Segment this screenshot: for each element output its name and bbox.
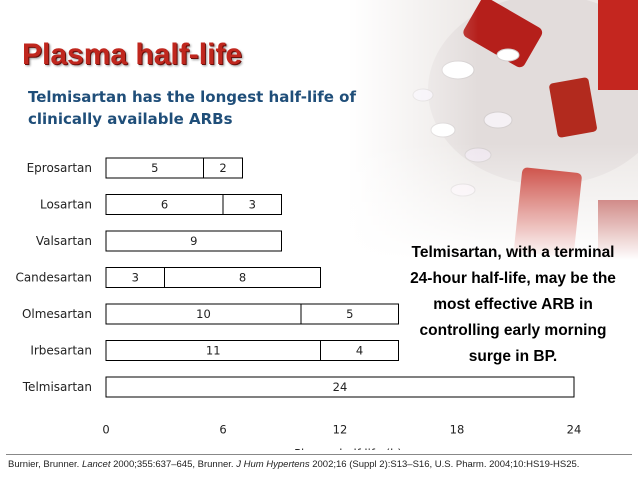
data-label: 5 [151,161,158,175]
data-label: 2 [219,161,226,175]
category-label: Telmisartan [22,380,92,394]
footer-divider [6,454,632,455]
bar-segment [203,157,243,179]
citation: Burnier, Brunner. Lancet 2000;355:637–64… [8,459,579,470]
data-label: 24 [333,380,348,394]
half-life-bar-chart: Eprosartan 5 2 Losartan 6 3 Valsartan 9 Candesar… [15,157,582,451]
data-label: 10 [196,307,211,321]
x-tick-label: 18 [450,423,465,437]
x-axis-label: Plasma half life (h) [294,447,402,451]
bar-segment [222,194,282,215]
data-label: 6 [161,198,168,212]
data-label: 4 [356,344,363,358]
data-label: 3 [249,198,256,212]
category-label: Losartan [40,198,92,212]
slide-title: Plasma half-life [22,38,243,71]
citation-part2: 2000;355:637–645, Brunner. [110,459,237,470]
callout-text: Telmisartan, with a terminal 24-hour hal… [410,244,616,365]
x-tick-label: 0 [102,423,109,437]
data-label: 11 [206,344,221,358]
bar-segment [300,303,399,325]
x-tick-label: 12 [333,423,348,437]
x-tick-label: 6 [219,423,226,437]
bar-segment [105,230,282,252]
citation-journal1: Lancet [81,459,111,470]
citation-part3: 2002;16 (Suppl 2):S13–S16, U.S. Pharm. 2… [309,459,580,470]
category-label: Olmesartan [22,307,92,321]
citation-part1: Burnier, Brunner. [8,459,82,470]
bar-segment [105,376,575,398]
slide-subtitle: Telmisartan has the longest half-life of… [28,88,356,128]
category-label: Eprosartan [27,161,92,175]
data-label: 9 [190,234,197,248]
data-label: 5 [346,307,353,321]
x-tick-label: 24 [567,423,582,437]
data-label: 8 [239,271,246,285]
bar-segment [320,340,399,361]
category-label: Valsartan [36,234,92,248]
pills-background-image [348,0,638,260]
category-label: Candesartan [15,271,92,285]
data-label: 3 [132,271,139,285]
bar-segment [164,267,321,288]
citation-journal2: J Hum Hypertens [236,459,310,470]
category-label: Irbesartan [30,344,92,358]
